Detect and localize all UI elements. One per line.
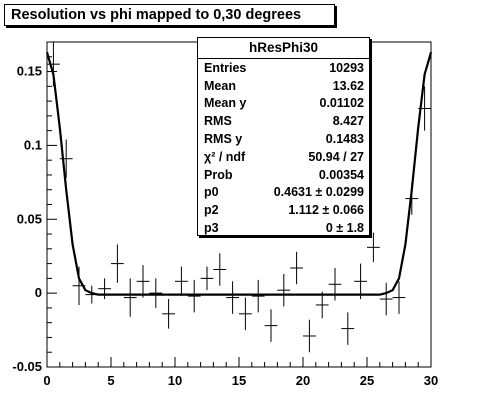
- data-point: [149, 278, 163, 308]
- stats-value: 8.427: [332, 114, 364, 129]
- stats-label: χ² / ndf: [204, 149, 246, 164]
- x-tick-label: 10: [168, 373, 182, 388]
- chart-title: Resolution vs phi mapped to 0,30 degrees: [4, 4, 335, 26]
- stats-value: 0.4631 ± 0.0299: [273, 185, 364, 200]
- data-point: [162, 299, 175, 329]
- data-point: [187, 279, 201, 313]
- stats-row: p2 1.112 ± 0.066: [198, 201, 369, 219]
- y-tick-label: 0.1: [24, 137, 42, 152]
- data-point: [379, 282, 393, 316]
- y-tick-label: -0.05: [12, 359, 42, 374]
- stats-row: RMS 8.427: [198, 112, 369, 130]
- stats-row: RMS y 0.1483: [198, 130, 369, 148]
- x-tick-label: 0: [43, 373, 50, 388]
- stats-title: hResPhi30: [198, 38, 369, 59]
- stats-value: 0 ± 1.8: [325, 221, 364, 236]
- stats-value: 13.62: [332, 78, 364, 93]
- data-point: [264, 309, 278, 342]
- stats-label: p2: [204, 203, 219, 218]
- data-point: [136, 265, 150, 298]
- stats-row: p3 0 ± 1.8: [198, 219, 369, 237]
- x-tick-label: 5: [107, 373, 114, 388]
- data-point: [315, 291, 329, 319]
- data-point: [354, 263, 367, 300]
- stats-label: Mean y: [204, 96, 247, 111]
- data-point: [123, 278, 137, 317]
- stats-value: 50.94 / 27: [308, 149, 364, 164]
- stats-box: hResPhi30 Entries 10293 Mean 13.62 Mean y 0.0…: [197, 37, 370, 236]
- y-tick-label: 0.15: [17, 64, 42, 79]
- stats-value: 0.00354: [318, 167, 364, 182]
- stats-row: Mean 13.62: [198, 77, 369, 95]
- data-point: [303, 319, 316, 353]
- stats-value: 0.1483: [325, 132, 364, 147]
- data-point: [175, 266, 188, 297]
- data-point: [111, 244, 124, 283]
- data-point: [367, 232, 380, 263]
- stats-row: Entries 10293: [198, 59, 369, 77]
- data-points: [47, 42, 431, 353]
- stats-value: 0.01102: [319, 96, 365, 111]
- x-tick-label: 30: [424, 373, 438, 388]
- x-tick-label: 25: [360, 373, 374, 388]
- stats-value: 10293: [329, 60, 364, 75]
- data-point: [341, 312, 355, 345]
- data-point: [98, 278, 111, 300]
- data-point: [239, 297, 252, 331]
- data-point: [392, 281, 406, 314]
- stats-row: p0 0.4631 ± 0.0299: [198, 184, 369, 202]
- x-tick-label: 20: [296, 373, 310, 388]
- data-point: [251, 279, 265, 313]
- y-tick-label: 0: [35, 285, 42, 300]
- stats-label: Prob: [204, 167, 233, 182]
- data-point: [226, 281, 239, 314]
- stats-row: Prob 0.00354: [198, 166, 369, 184]
- stats-label: p3: [204, 221, 219, 236]
- stats-label: Mean: [204, 78, 236, 93]
- y-tick-label: 0.05: [17, 211, 42, 226]
- fit-curve: [45, 51, 433, 296]
- stats-label: Entries: [204, 60, 247, 75]
- data-point: [290, 251, 303, 285]
- x-tick-label: 15: [232, 373, 246, 388]
- stats-value: 1.112 ± 0.066: [288, 203, 364, 218]
- stats-label: p0: [204, 185, 219, 200]
- data-point: [200, 266, 214, 291]
- stats-rows: Entries 10293 Mean 13.62 Mean y 0.01102 RMS 8.4…: [198, 59, 369, 237]
- tick-marks: [46, 41, 432, 368]
- stats-label: RMS: [204, 114, 232, 129]
- stats-label: RMS y: [204, 132, 243, 147]
- stats-row: χ² / ndf 50.94 / 27: [198, 148, 369, 166]
- data-point: [277, 273, 291, 307]
- data-point: [213, 253, 227, 286]
- stats-row: Mean y 0.01102: [198, 95, 369, 113]
